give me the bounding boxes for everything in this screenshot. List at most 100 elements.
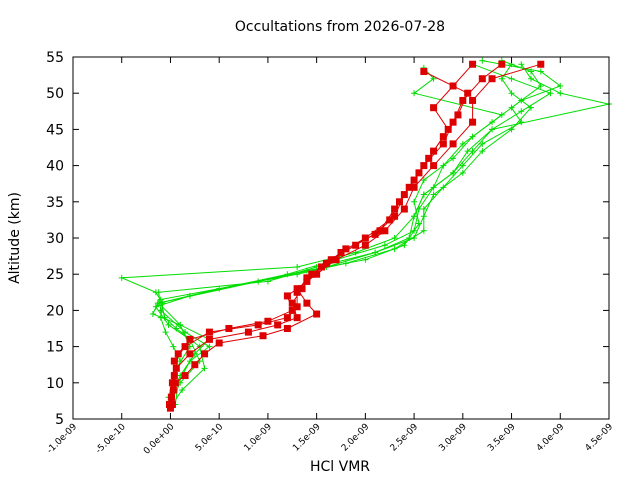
data-point-square	[439, 140, 447, 148]
y-tick-label: 15	[46, 340, 64, 356]
data-point-plus	[498, 75, 505, 82]
data-point-plus	[177, 358, 184, 365]
y-tick-label: 25	[46, 267, 64, 283]
data-point-square	[537, 60, 545, 68]
data-point-square	[166, 404, 174, 412]
data-point-square	[478, 75, 486, 83]
data-point-plus	[179, 387, 186, 394]
data-point-square	[170, 357, 178, 365]
data-point-plus	[391, 245, 398, 252]
x-tick-label: 1.5e-09	[291, 422, 323, 454]
data-point-square	[449, 140, 457, 148]
data-point-plus	[479, 57, 486, 64]
y-axis-label: Altitude (km)	[7, 192, 23, 284]
data-point-square	[244, 328, 252, 336]
data-point-square	[303, 277, 311, 285]
data-point-square	[293, 303, 301, 311]
data-point-square	[337, 248, 345, 256]
data-point-square	[264, 317, 272, 325]
data-point-square	[303, 274, 311, 282]
data-point-plus	[557, 90, 564, 97]
x-axis-label: HCl VMR	[310, 459, 370, 475]
data-point-plus	[406, 235, 413, 241]
data-point-square	[172, 364, 180, 372]
data-point-square	[391, 205, 399, 213]
data-point-square	[288, 299, 296, 307]
data-point-plus	[459, 169, 466, 176]
data-point-plus	[547, 90, 554, 97]
data-point-plus	[411, 90, 418, 97]
data-point-plus	[508, 104, 515, 111]
data-point-square	[313, 270, 321, 278]
data-point-square	[274, 321, 282, 329]
data-point-plus	[464, 148, 471, 155]
plot-area	[118, 57, 612, 412]
data-point-square	[498, 60, 506, 68]
y-tick-label: 20	[46, 303, 64, 319]
data-point-square	[170, 372, 178, 380]
data-point-square	[259, 332, 267, 340]
data-point-plus	[411, 198, 418, 205]
data-point-plus	[294, 271, 301, 278]
data-point-square	[174, 350, 182, 358]
data-point-plus	[420, 177, 427, 184]
data-point-square	[205, 335, 213, 343]
plot-frame	[72, 56, 610, 420]
data-point-square	[395, 198, 403, 206]
data-point-plus	[420, 206, 427, 213]
data-point-square	[430, 104, 438, 112]
data-point-square	[386, 216, 394, 224]
x-tick-label: 4.5e-09	[584, 422, 616, 454]
data-point-square	[318, 263, 326, 271]
data-point-square	[469, 96, 477, 104]
data-point-square	[313, 310, 321, 318]
data-point-square	[169, 386, 177, 394]
data-point-plus	[479, 148, 486, 155]
data-point-square	[167, 393, 175, 401]
data-point-square	[201, 350, 209, 358]
data-point-plus	[165, 321, 172, 328]
data-point-square	[381, 227, 389, 235]
series-line	[169, 63, 473, 405]
data-point-square	[215, 339, 223, 347]
data-point-square	[459, 96, 467, 104]
data-point-square	[352, 241, 360, 249]
series-line	[158, 63, 532, 405]
chart-title: Occultations from 2026-07-28	[235, 19, 445, 35]
data-point-square	[293, 288, 301, 296]
data-point-square	[283, 325, 291, 332]
data-point-square	[283, 292, 291, 300]
data-point-plus	[162, 329, 169, 336]
data-point-plus	[508, 75, 515, 82]
data-point-plus	[450, 155, 457, 162]
data-point-plus	[508, 90, 515, 97]
data-point-square	[165, 401, 173, 409]
data-point-square	[425, 154, 433, 162]
y-axis: 5 10 15 20 25 30 35 40 45 50 55	[46, 50, 609, 428]
data-point-plus	[420, 191, 427, 198]
data-point-plus	[294, 263, 301, 270]
y-tick-label: 35	[46, 195, 64, 211]
data-point-plus	[469, 133, 476, 140]
data-point-square	[168, 379, 176, 387]
data-point-plus	[411, 213, 418, 220]
data-point-plus	[201, 365, 208, 372]
data-point-square	[469, 118, 477, 126]
data-point-square	[205, 328, 213, 336]
x-tick-label: 3.5e-09	[486, 422, 518, 454]
data-point-square	[439, 133, 447, 141]
x-tick-label: 3.0e-09	[437, 422, 469, 454]
y-tick-label: 40	[46, 159, 64, 175]
data-point-plus	[170, 343, 177, 350]
data-point-square	[410, 183, 418, 191]
data-point-plus	[430, 191, 437, 198]
series-line	[171, 63, 503, 405]
data-point-plus	[173, 325, 180, 332]
data-point-square	[298, 285, 306, 293]
data-point-square	[254, 321, 262, 329]
data-point-square	[430, 162, 438, 170]
data-point-plus	[450, 169, 457, 176]
data-point-plus	[206, 343, 213, 350]
data-point-plus	[372, 249, 379, 256]
